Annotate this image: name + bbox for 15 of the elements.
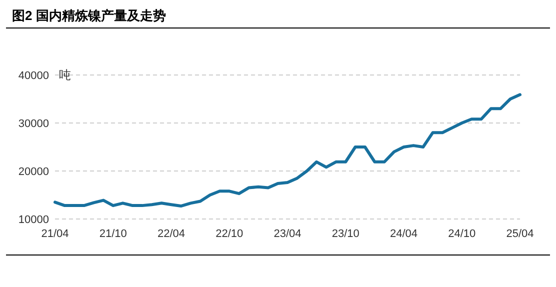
x-tick-label: 21/10: [99, 228, 127, 240]
y-axis-title: 吨: [59, 68, 71, 82]
y-tick-label: 10000: [18, 214, 49, 226]
x-tick-label: 22/10: [216, 228, 244, 240]
x-tick-label: 23/10: [332, 228, 360, 240]
x-tick-label: 24/04: [390, 228, 418, 240]
y-tick-label: 30000: [18, 118, 49, 130]
x-tick-label: 22/04: [157, 228, 186, 240]
x-tick-label: 25/04: [506, 228, 534, 240]
y-tick-label: 20000: [18, 166, 49, 178]
x-tick-label: 21/04: [41, 228, 69, 240]
chart-title: 图2 国内精炼镍产量及走势: [12, 8, 166, 23]
y-tick-label: 40000: [18, 70, 49, 82]
x-tick-label: 23/04: [274, 228, 302, 240]
x-tick-label: 24/10: [448, 228, 476, 240]
